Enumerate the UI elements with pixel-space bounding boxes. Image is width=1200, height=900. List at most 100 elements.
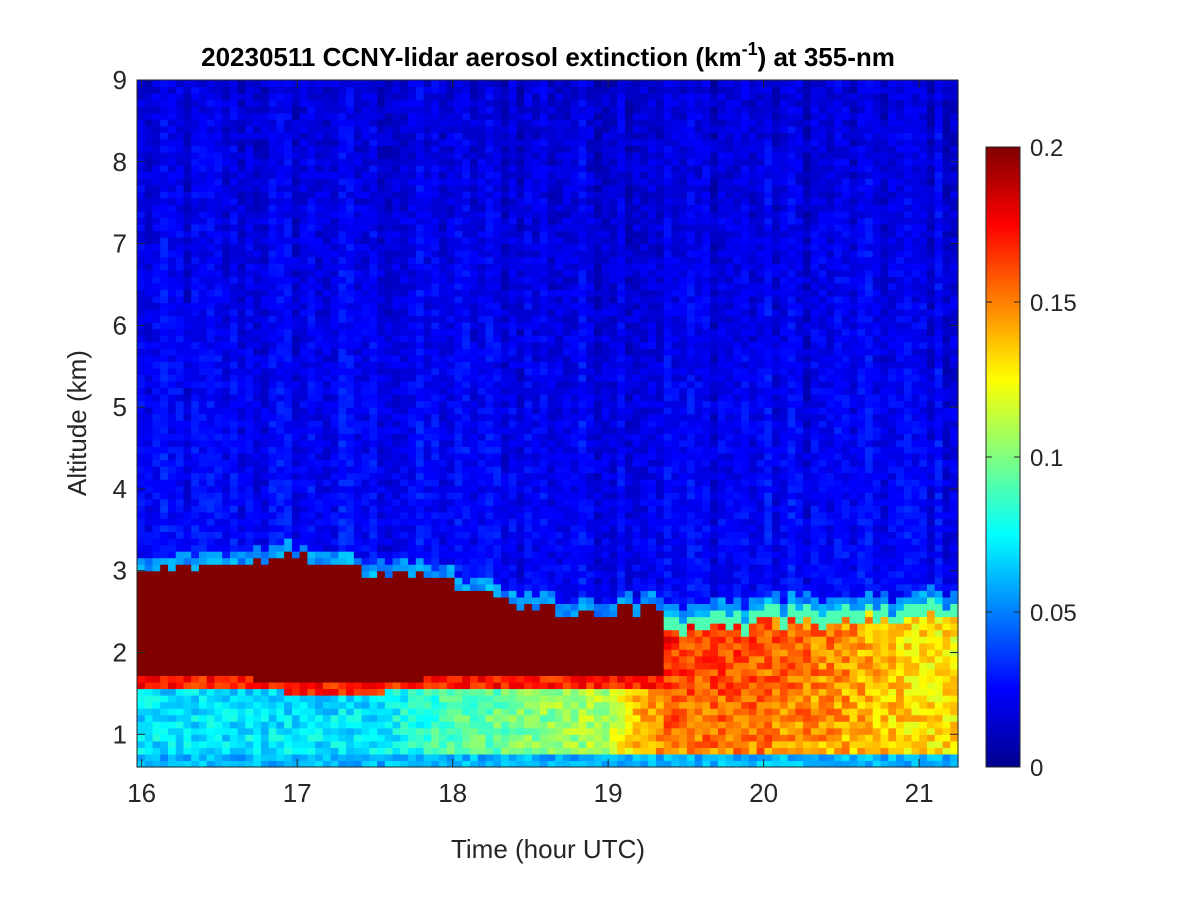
heatmap-cell [415,688,425,696]
heatmap-cell [315,492,324,500]
heatmap-cell [315,603,324,611]
heatmap-cell [477,472,487,480]
heatmap-cell [485,400,494,408]
heatmap-cell [439,361,448,369]
heatmap-cell [462,354,471,362]
heatmap-cell [222,106,231,114]
heatmap-cell [245,596,254,605]
heatmap-cell [299,138,308,147]
heatmap-cell [462,93,471,101]
heatmap-cell [214,158,223,166]
heatmap-cell [214,263,223,271]
heatmap-cell [206,479,216,487]
heatmap-cell [415,727,425,735]
heatmap-cell [229,492,239,500]
heatmap-cell [229,354,239,362]
heatmap-cell [330,760,339,768]
heatmap-cell [229,466,239,474]
heatmap-cell [307,119,316,127]
heatmap-cell [392,426,401,434]
heatmap-cell [284,740,293,748]
heatmap-cell [214,466,223,474]
heatmap-cell [330,623,339,631]
heatmap-cell [408,394,417,402]
heatmap-cell [439,466,448,474]
heatmap-cell [415,191,425,199]
heatmap-cell [493,295,502,304]
heatmap-cell [214,361,223,369]
heatmap-cell [229,590,239,598]
heatmap-cell [160,145,169,153]
heatmap-cell [284,165,293,173]
heatmap-cell [408,223,417,232]
heatmap-cell [330,544,339,552]
heatmap-cell [462,544,471,552]
heatmap-cell [144,407,154,415]
heatmap-cell [152,99,161,107]
heatmap-cell [245,276,254,284]
heatmap-cell [346,132,355,140]
heatmap-cell [346,662,355,670]
heatmap-cell [214,609,223,618]
heatmap-cell [330,217,339,225]
heatmap-cell [214,276,223,284]
heatmap-cell [330,426,339,434]
heatmap-cell [284,485,293,493]
heatmap-cell [369,145,378,153]
heatmap-cell [462,681,471,690]
heatmap-cell [183,544,192,552]
heatmap-cell [137,125,146,133]
heatmap-cell [307,106,316,114]
heatmap-cell [377,184,386,192]
heatmap-cell [493,341,502,349]
heatmap-cell [446,708,456,716]
heatmap-cell [485,119,494,127]
heatmap-cell [237,505,247,513]
heatmap-cell [322,708,332,716]
heatmap-cell [361,446,370,454]
heatmap-cell [431,309,440,317]
heatmap-cell [175,237,185,245]
heatmap-cell [175,387,185,395]
heatmap-cell [415,315,425,323]
heatmap-cell [299,93,308,101]
heatmap-cell [222,322,231,330]
heatmap-cell [462,636,471,644]
heatmap-cell [446,191,456,199]
heatmap-cell [175,322,185,330]
heatmap-cell [377,655,386,663]
heatmap-cell [408,701,417,709]
heatmap-cell [485,511,494,519]
heatmap-cell [144,642,154,650]
heatmap-cell [268,623,278,631]
heatmap-cell [361,204,370,212]
heatmap-cell [206,407,216,415]
heatmap-cell [276,191,285,199]
heatmap-cell [361,80,370,88]
heatmap-cell [284,223,293,232]
heatmap-cell [276,701,285,709]
heatmap-cell [175,557,185,565]
heatmap-cell [408,413,417,421]
heatmap-cell [222,439,231,447]
heatmap-cell [315,511,324,519]
heatmap-cell [361,86,370,94]
heatmap-cell [477,701,487,709]
heatmap-cell [369,328,378,336]
heatmap-cell [167,734,177,742]
heatmap-cell [470,354,479,362]
heatmap-cell [477,747,487,755]
heatmap-cell [439,250,448,258]
heatmap-cell [291,531,301,539]
heatmap-cell [493,93,502,101]
heatmap-cell [214,328,223,336]
heatmap-cell [462,400,471,408]
heatmap-cell [485,250,494,258]
heatmap-cell [400,668,409,676]
heatmap-cell [315,479,324,487]
heatmap-cell [137,577,146,585]
heatmap-cell [237,596,247,605]
heatmap-cell [369,557,378,565]
heatmap-cell [446,564,456,572]
heatmap-cell [470,714,479,722]
